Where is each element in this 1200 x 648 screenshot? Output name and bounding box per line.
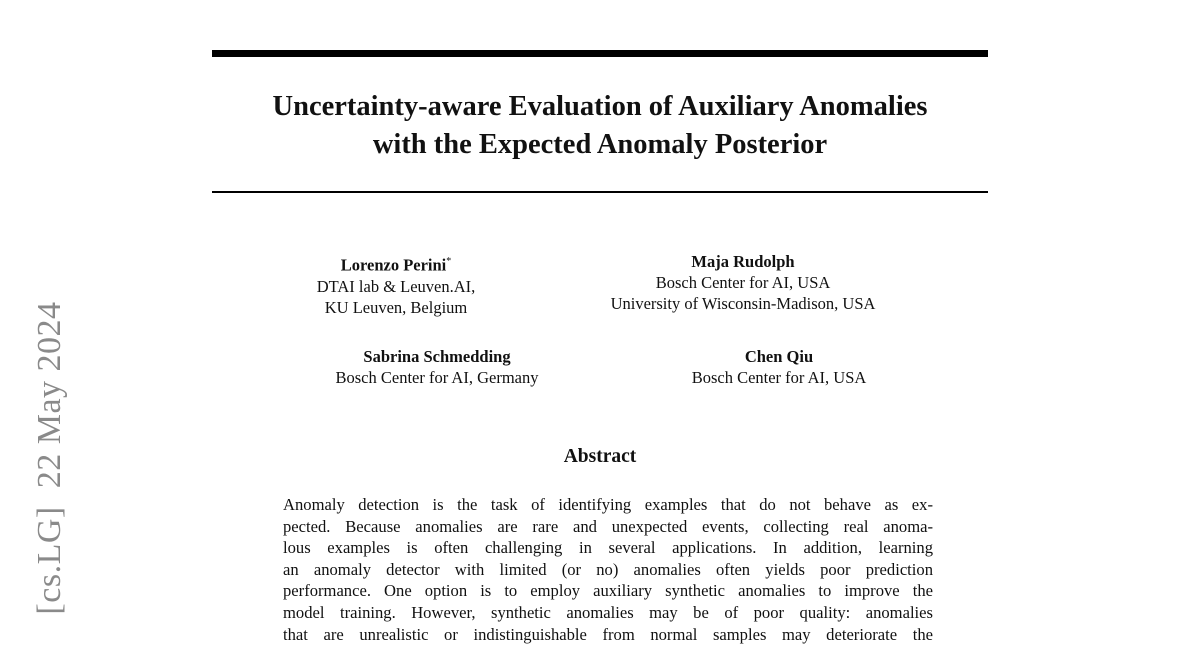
abstract-line: performance. One option is to employ aux… [283,581,933,601]
arxiv-category: [cs.LG] [31,506,68,615]
top-rule [212,50,988,57]
footnote-mark: * [446,256,452,267]
abstract-line: lous examples is often challenging in se… [283,538,933,558]
author-name: Chen Qiu [744,347,814,366]
arxiv-stamp: [cs.LG] 22 May 2024 [31,301,69,614]
abstract-line: model training. However, synthetic anoma… [283,602,933,622]
author-affiliation: Bosch Center for AI, Germany [335,368,539,387]
author-name: Maja Rudolph [691,252,795,271]
title-rule [212,191,988,193]
author-name: Sabrina Schmedding [363,347,511,366]
author-block: Maja Rudolph Bosch Center for AI, USA Un… [533,251,953,314]
abstract-line: Anomaly detection is the task of identif… [283,495,933,514]
author-block: Chen Qiu Bosch Center for AI, USA [569,346,989,388]
author-affiliation: DTAI lab & Leuven.AI, [316,276,476,296]
title-line: with the Expected Anomaly Posterior [372,129,828,160]
abstract-body: Anomaly detection is the task of identif… [283,494,933,645]
author-block: Lorenzo Perini* DTAI lab & Leuven.AI, KU… [186,251,606,318]
author-block: Sabrina Schmedding Bosch Center for AI, … [227,346,647,388]
author-affiliation: KU Leuven, Belgium [324,297,468,317]
arxiv-date: 22 May 2024 [31,301,68,489]
author-affiliation: Bosch Center for AI, USA [655,273,831,292]
author-name: Lorenzo Perini* [186,251,606,276]
abstract-line: pected. Because anomalies are rare and u… [283,516,933,536]
abstract-line: that are unrealistic or indistinguishabl… [283,624,933,644]
title-line: Uncertainty-aware Evaluation of Auxiliar… [272,91,928,122]
abstract-heading: Abstract [563,446,637,467]
author-name-text: Lorenzo Perini [340,255,447,275]
paper-title: Uncertainty-aware Evaluation of Auxiliar… [150,88,1050,164]
author-affiliation: University of Wisconsin-Madison, USA [610,294,876,313]
author-affiliation: Bosch Center for AI, USA [691,368,867,387]
abstract-line: an anomaly detector with limited (or no)… [283,559,933,579]
